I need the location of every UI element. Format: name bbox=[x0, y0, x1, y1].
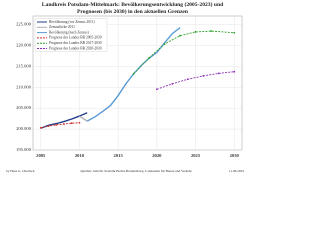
point bbox=[233, 31, 236, 34]
date: 11.08.2024 bbox=[229, 169, 244, 173]
y-tick-label: 225.000 bbox=[16, 21, 32, 26]
y-tick-label: 195.000 bbox=[16, 147, 32, 152]
point bbox=[55, 123, 58, 126]
legend bbox=[34, 18, 108, 52]
x-tick-label: 2030 bbox=[230, 153, 240, 158]
point bbox=[163, 43, 166, 45]
point bbox=[202, 74, 205, 77]
legend-label: Prognose des Landes BB 2017-2030 bbox=[49, 41, 102, 45]
series-line bbox=[40, 122, 80, 129]
legend-label: Zensuslücke 2011 bbox=[49, 25, 75, 29]
point bbox=[148, 56, 151, 59]
point bbox=[155, 88, 158, 91]
point bbox=[171, 82, 174, 85]
x-tick-label: 2005 bbox=[36, 153, 46, 158]
y-tick-label: 200.000 bbox=[16, 126, 32, 131]
point bbox=[217, 72, 220, 75]
point bbox=[78, 121, 81, 124]
series-line bbox=[156, 71, 235, 90]
y-tick-label: 205.000 bbox=[16, 105, 32, 110]
x-tick-label: 2015 bbox=[114, 153, 124, 158]
legend-label: Bevölkerung (nach Zensus) bbox=[49, 30, 90, 34]
point bbox=[70, 122, 73, 125]
point bbox=[47, 125, 50, 128]
point bbox=[132, 72, 135, 75]
point bbox=[39, 126, 42, 129]
legend-label: Bevölkerung (vor Zensus 2011) bbox=[49, 20, 95, 24]
point bbox=[210, 30, 212, 32]
point bbox=[194, 31, 197, 33]
point bbox=[63, 123, 65, 125]
y-tick-label: 220.000 bbox=[16, 42, 32, 47]
legend-label: Prognose des Landes BB 2005-2030 bbox=[49, 36, 102, 40]
point bbox=[186, 78, 189, 81]
chart: by Hans G. Oberlack Quellen: Amt für Sta… bbox=[6, 15, 244, 174]
y-tick-label: 210.000 bbox=[16, 84, 32, 89]
legend-label: Prognose des Landes BB 2020-2030 bbox=[49, 46, 102, 50]
x-tick-label: 2010 bbox=[75, 153, 85, 158]
x-tick-label: 2020 bbox=[152, 153, 162, 158]
y-tick-label: 215.000 bbox=[16, 63, 32, 68]
author: by Hans G. Oberlack bbox=[6, 169, 35, 173]
page: Landkreis Potsdam-Mittelmark: Bevölkerun… bbox=[6, 2, 244, 174]
chart-title: Landkreis Potsdam-Mittelmark: Bevölkerun… bbox=[41, 2, 224, 15]
x-tick-label: 2025 bbox=[191, 153, 201, 158]
series-line bbox=[79, 115, 88, 122]
point bbox=[233, 70, 236, 73]
point bbox=[179, 34, 181, 37]
source: Quellen: Amt für Statistik Berlin-Brande… bbox=[80, 169, 192, 174]
